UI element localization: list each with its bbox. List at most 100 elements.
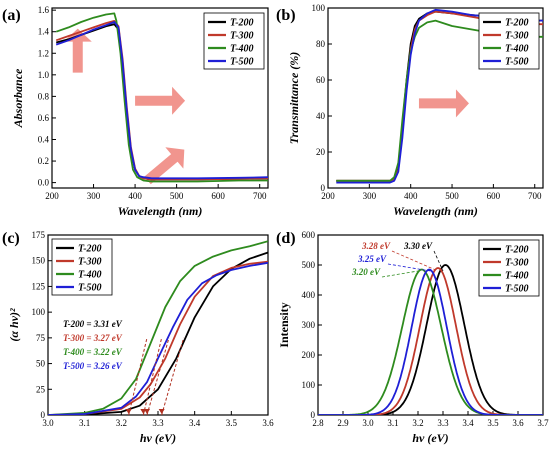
panel-a: 200 300 400 500 600 700 0.0 0.2 0.4 0.6 0.8 1.0 1.2 1…: [2, 5, 269, 218]
y-tick-label: 0.8: [38, 91, 50, 101]
y-tick-label: 0: [311, 410, 316, 420]
x-tick-label: 200: [45, 191, 59, 201]
peak-label: 3.25 eV: [357, 254, 387, 264]
legend: T-200 T-300 T-400 T-500: [478, 12, 540, 70]
tangent-line: [142, 337, 163, 416]
intercept-marker: [125, 409, 132, 414]
y-tick-label: 600: [302, 230, 316, 240]
x-tick-label: 300: [363, 191, 377, 201]
diagonal-arrow: [144, 147, 185, 185]
x-axis-title: Wavelength (nm): [393, 204, 478, 218]
x-tick-label: 3.2: [412, 418, 423, 428]
y-tick-label: 200: [302, 350, 316, 360]
y-tick-label: 25: [36, 384, 46, 394]
bandgap-label: T-400 = 3.22 eV: [63, 347, 123, 357]
y-tick-label: 40: [316, 111, 326, 121]
x-tick-label: 3.7: [537, 418, 549, 428]
x-tick-label: 3.5: [226, 418, 238, 428]
y-tick-label: 1.6: [38, 5, 50, 15]
legend-entry: T-500: [78, 283, 102, 294]
x-tick-label: 3.3: [437, 418, 449, 428]
y-tick-label: 0: [41, 410, 46, 420]
legend-entry: T-200: [505, 18, 529, 29]
x-tick-label: 300: [87, 191, 101, 201]
panel-b: 200 300 400 500 600 700 0 20 40 60 80 100 Wavelength…: [276, 3, 544, 218]
peak-leader-line: [433, 250, 444, 272]
legend-entry: T-400: [505, 44, 529, 55]
x-axis: 200 300 400 500 600 700: [45, 184, 267, 201]
legend-entry: T-500: [230, 57, 254, 68]
x-axis-title: Wavelength (nm): [118, 204, 203, 218]
x-tick-label: 3.6: [262, 418, 274, 428]
peak-leader-line: [381, 270, 419, 278]
x-tick-label: 3.4: [462, 418, 474, 428]
y-tick-label: 0.4: [38, 134, 50, 144]
panel-label: (a): [2, 7, 21, 24]
peak-label: 3.30 eV: [403, 241, 433, 251]
x-axis: 3.0 3.1 3.2 3.3 3.4 3.5 3.6: [42, 411, 274, 428]
x-tick-label: 200: [321, 191, 335, 201]
tangent-line: [128, 337, 148, 416]
legend-entry: T-200: [230, 18, 254, 29]
x-tick-label: 500: [445, 191, 459, 201]
y-tick-label: 100: [32, 307, 46, 317]
x-tick-label: 2.9: [337, 418, 349, 428]
series-group: [318, 264, 543, 415]
legend: T-200 T-300 T-400 T-500: [51, 238, 113, 296]
x-tick-label: 700: [253, 191, 267, 201]
legend-entry: T-400: [230, 44, 254, 55]
x-tick-label: 600: [211, 191, 225, 201]
y-tick-label: 0: [321, 183, 326, 193]
right-arrow: [135, 86, 186, 115]
panel-c: 3.0 3.1 3.2 3.3 3.4 3.5 3.6 0 25 50 75 100 125 150 175…: [2, 230, 274, 445]
series-line-t-500: [48, 261, 268, 415]
y-tick-label: 60: [316, 75, 326, 85]
x-tick-label: 400: [128, 191, 142, 201]
y-axis-title: Absorbance: [11, 68, 25, 128]
y-axis: 0 100 200 300 400 500 600: [302, 230, 322, 420]
x-axis: 2.8 2.9 3.0 3.1 3.2 3.3 3.4 3.5 3.6 3.7: [312, 411, 549, 428]
series-line-t-500: [55, 21, 268, 180]
legend-entry: T-300: [505, 31, 529, 42]
legend-entry: T-300: [230, 31, 254, 42]
x-tick-label: 3.1: [79, 418, 90, 428]
series-group: [55, 12, 268, 183]
y-tick-label: 1.0: [38, 70, 50, 80]
legend-entry: T-200: [505, 245, 529, 256]
x-tick-label: 600: [487, 191, 501, 201]
legend: T-200 T-300 T-400 T-500: [478, 239, 540, 297]
x-tick-label: 3.0: [42, 418, 54, 428]
x-tick-label: 3.2: [116, 418, 127, 428]
x-axis: 200 300 400 500 600 700: [321, 184, 542, 201]
y-axis-title: Transmittance (%): [287, 52, 301, 145]
bandgap-label: T-500 = 3.26 eV: [63, 361, 123, 371]
x-axis-title: hν (eV): [412, 431, 448, 445]
tangent-line: [161, 337, 185, 416]
y-axis: 0.0 0.2 0.4 0.6 0.8 1.0 1.2 1.4 1.6: [38, 5, 56, 188]
x-tick-label: 2.8: [312, 418, 324, 428]
legend-entry: T-500: [505, 57, 529, 68]
y-axis-title: (α hν)²: [7, 308, 21, 342]
peak-leader-line: [391, 250, 439, 272]
tangent-line: [146, 337, 170, 416]
arrow-shape: [135, 86, 186, 115]
y-tick-label: 1.4: [38, 27, 50, 37]
plot-frame: [51, 7, 269, 189]
legend-entry: T-400: [505, 271, 529, 282]
legend: T-200 T-300 T-400 T-500: [203, 12, 265, 70]
y-tick-label: 0.0: [38, 178, 50, 188]
y-axis-title: Intensity: [277, 302, 291, 347]
y-tick-label: 80: [316, 39, 326, 49]
peak-leader-line: [387, 263, 431, 272]
legend-entry: T-200: [78, 244, 102, 255]
y-tick-label: 20: [316, 147, 326, 157]
x-tick-label: 3.6: [512, 418, 524, 428]
series-line-t-200: [48, 251, 268, 415]
x-tick-label: 3.1: [387, 418, 398, 428]
y-tick-label: 400: [302, 290, 316, 300]
x-tick-label: 500: [170, 191, 184, 201]
arrow-shape: [144, 147, 185, 185]
y-tick-label: 150: [32, 256, 46, 266]
bandgap-annotations: T-200 = 3.31 eV T-300 = 3.27 eV T-400 = 3.…: [63, 319, 185, 416]
